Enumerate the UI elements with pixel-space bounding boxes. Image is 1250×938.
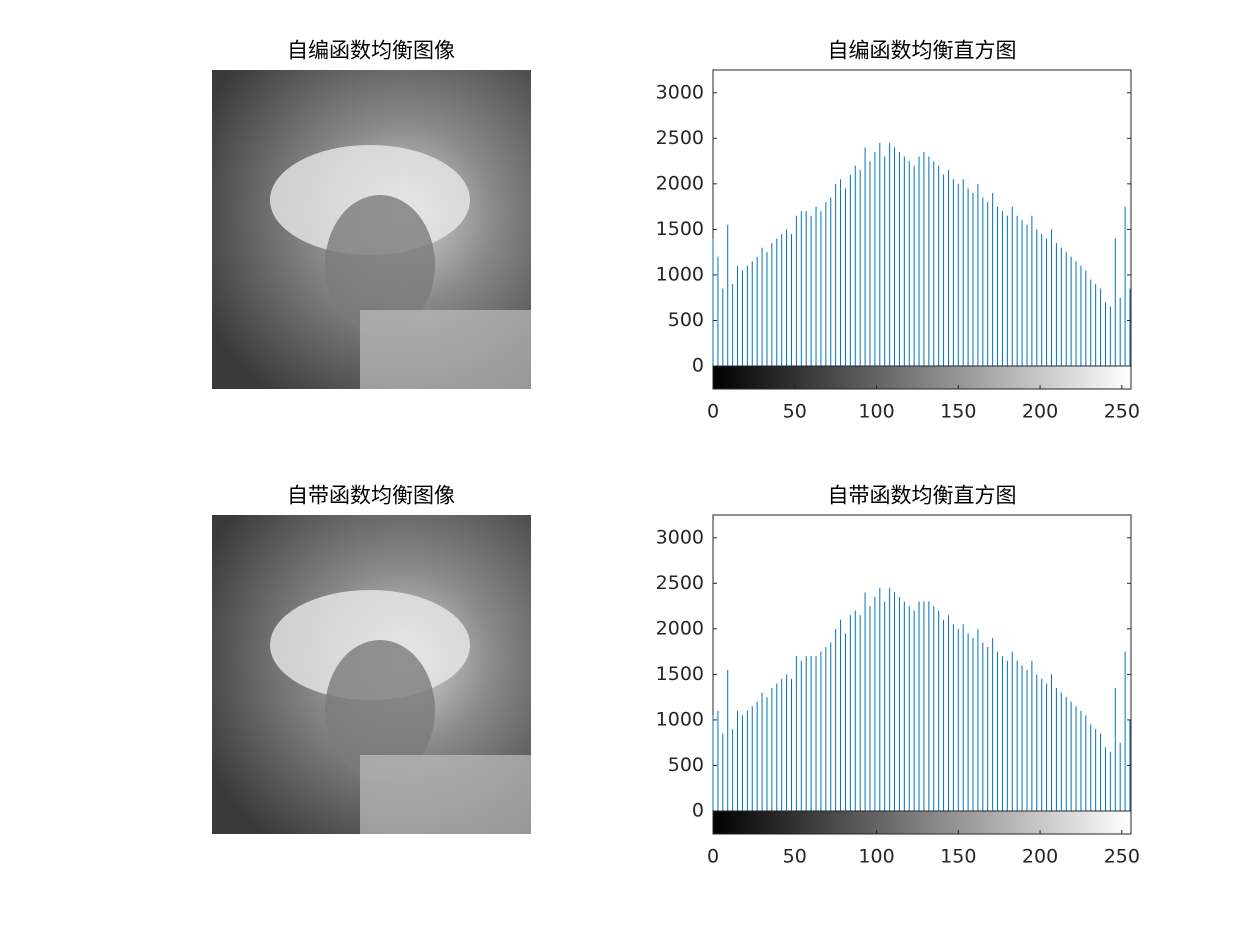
- x-tick-label: 100: [858, 846, 894, 868]
- image-detail: [325, 640, 435, 780]
- y-tick-label: 1500: [656, 663, 704, 685]
- x-tick-label: 50: [783, 846, 807, 868]
- x-tick-label: 100: [858, 401, 894, 423]
- image-detail: [360, 310, 531, 389]
- y-tick-label: 1000: [656, 263, 704, 285]
- y-tick-label: 1000: [656, 708, 704, 730]
- x-tick-label: 0: [707, 846, 719, 868]
- y-tick-label: 500: [668, 754, 704, 776]
- y-tick-label: 0: [692, 800, 704, 822]
- x-tick-label: 0: [707, 401, 719, 423]
- y-tick-label: 2000: [656, 172, 704, 194]
- x-tick-label: 250: [1104, 846, 1140, 868]
- chart-title: 自带函数均衡直方图: [828, 484, 1017, 508]
- colorbar: [712, 810, 1132, 835]
- chart-title: 自带函数均衡图像: [287, 484, 455, 508]
- y-tick-label: 2500: [656, 127, 704, 149]
- plot-area: [712, 69, 1132, 367]
- image-detail: [325, 195, 435, 335]
- chart-title: 自编函数均衡直方图: [828, 39, 1017, 63]
- y-tick-label: 2500: [656, 572, 704, 594]
- y-tick-label: 3000: [656, 526, 704, 548]
- x-tick-label: 150: [940, 846, 976, 868]
- x-tick-label: 150: [940, 401, 976, 423]
- x-tick-label: 250: [1104, 401, 1140, 423]
- image-detail: [360, 755, 531, 834]
- x-tick-label: 200: [1022, 846, 1058, 868]
- x-tick-label: 200: [1022, 401, 1058, 423]
- colorbar: [712, 365, 1132, 390]
- y-tick-label: 1500: [656, 218, 704, 240]
- chart-title: 自编函数均衡图像: [287, 39, 455, 63]
- y-tick-label: 2000: [656, 617, 704, 639]
- x-tick-label: 50: [783, 401, 807, 423]
- y-tick-label: 3000: [656, 81, 704, 103]
- y-tick-label: 500: [668, 309, 704, 331]
- y-tick-label: 0: [692, 355, 704, 377]
- plot-area: [712, 514, 1132, 812]
